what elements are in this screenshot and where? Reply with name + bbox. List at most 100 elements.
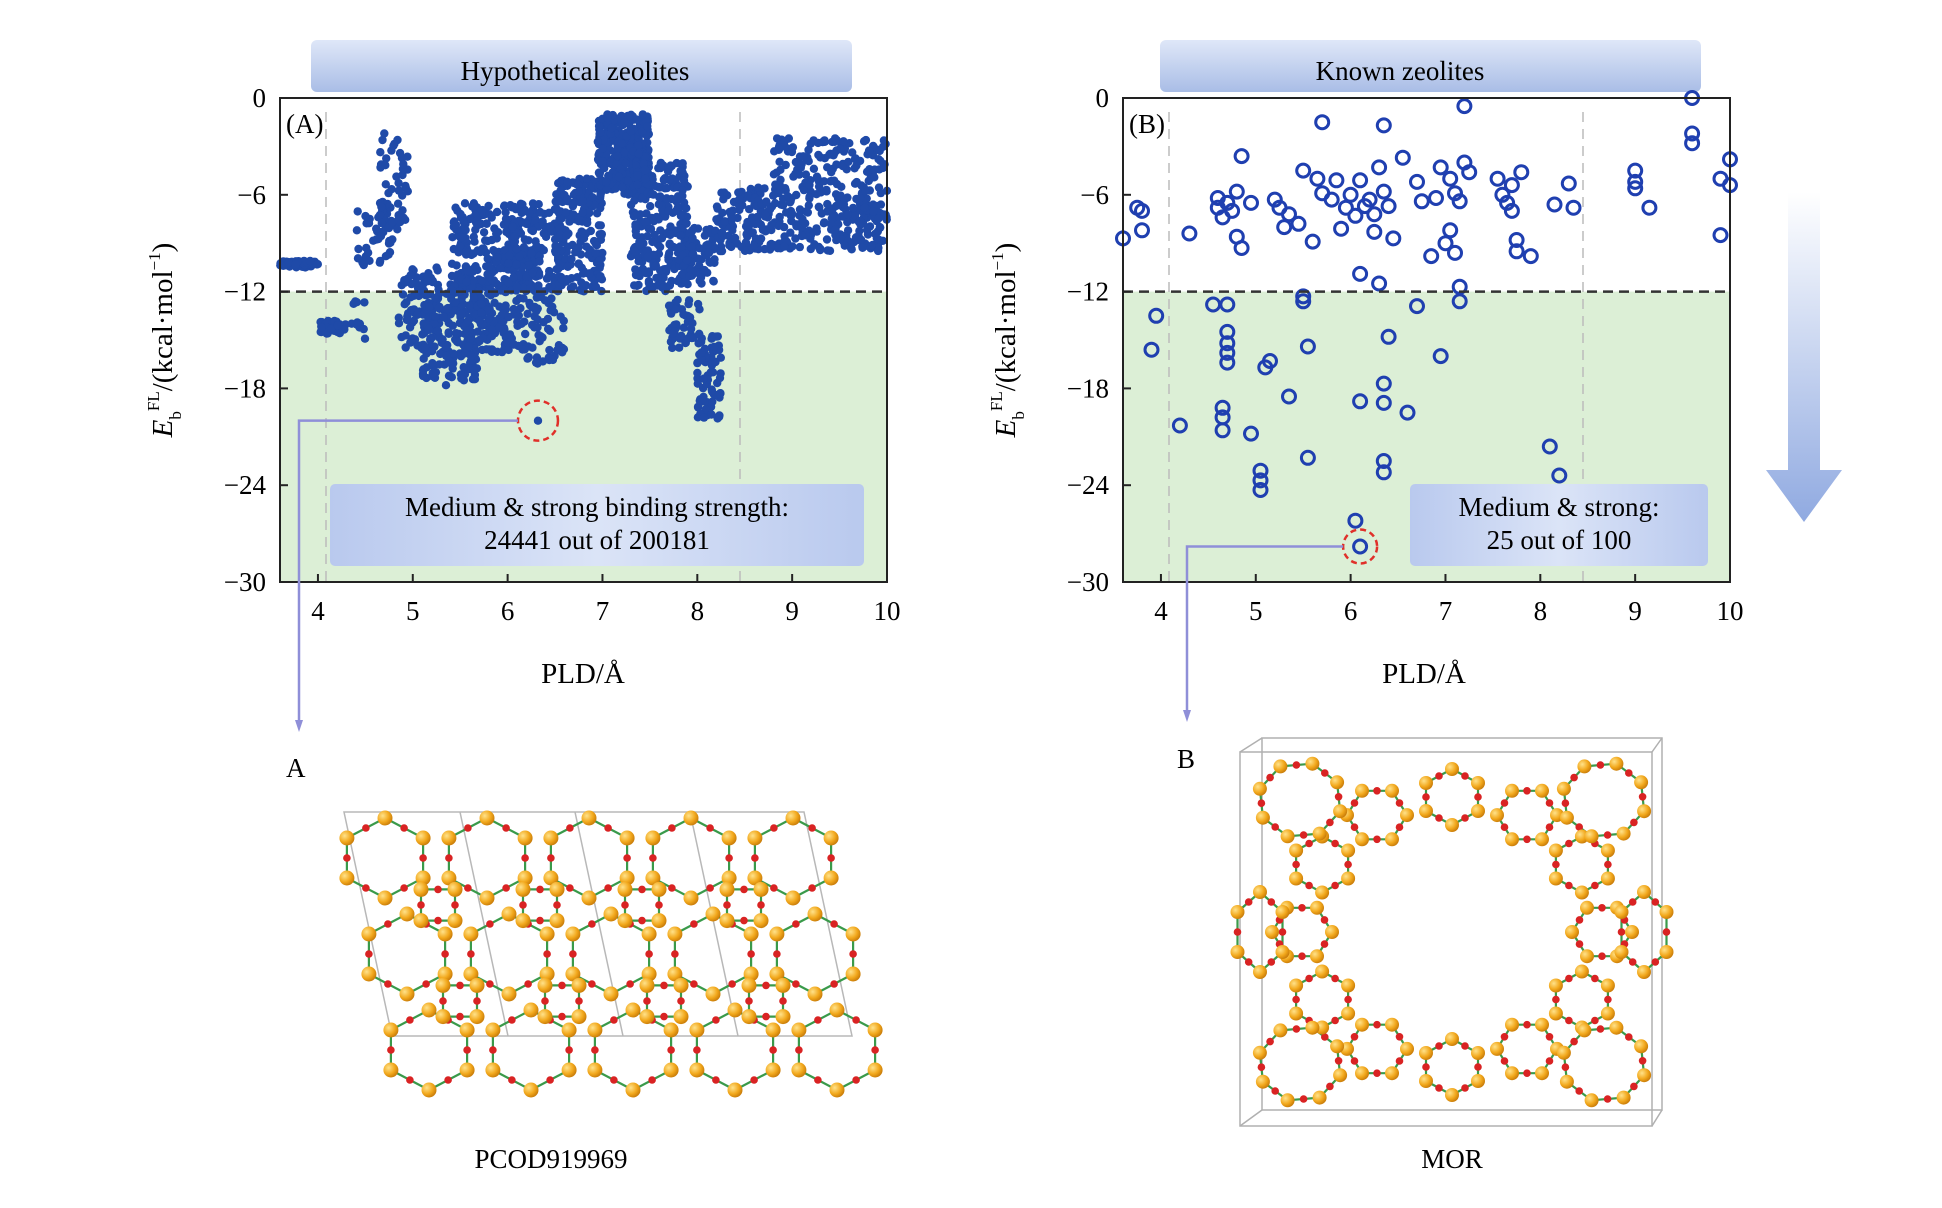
silicon-atom — [339, 830, 355, 846]
silicon-atom — [651, 881, 667, 897]
data-point — [563, 275, 573, 285]
data-point — [677, 243, 686, 253]
data-point — [532, 293, 541, 302]
data-point — [1323, 191, 1340, 208]
oxygen-atom — [1500, 799, 1509, 807]
data-point — [855, 226, 864, 236]
highlight-point — [1352, 538, 1369, 555]
data-point — [670, 320, 679, 330]
silicon-atom — [1310, 900, 1324, 915]
data-point — [657, 234, 667, 243]
data-point — [654, 200, 663, 209]
chart-b-annotation-box — [1410, 484, 1708, 566]
silicon-atom — [1305, 1020, 1320, 1035]
data-point — [376, 256, 385, 266]
oxygen-atom — [623, 854, 631, 862]
data-point — [492, 207, 502, 217]
oxygen-atom — [1523, 1020, 1531, 1029]
silicon-atom — [1625, 925, 1639, 939]
silicon-atom — [459, 1022, 475, 1038]
x-tick-label: 6 — [1344, 596, 1358, 626]
data-point — [457, 309, 466, 319]
data-point — [422, 290, 431, 300]
silicon-atom — [543, 830, 559, 846]
data-point — [508, 222, 517, 231]
silicon-atom — [705, 906, 721, 922]
data-point — [554, 242, 563, 252]
data-point — [804, 145, 813, 155]
chart-a-x-ticks: 4 5 6 7 8 9 10 — [311, 574, 901, 626]
silicon-atom — [441, 870, 457, 886]
data-point — [575, 214, 585, 224]
data-point — [596, 221, 605, 230]
data-point — [402, 315, 412, 325]
data-point — [493, 253, 502, 262]
data-point — [1541, 438, 1558, 455]
chart-b-points — [1115, 90, 1738, 555]
data-point — [1551, 467, 1568, 484]
silicon-atom — [437, 926, 453, 942]
data-point — [433, 326, 443, 336]
silicon-atom — [1273, 1023, 1288, 1038]
data-point — [477, 276, 487, 285]
data-point — [1432, 159, 1449, 176]
data-point — [1565, 199, 1582, 216]
data-point — [709, 276, 718, 286]
oxygen-atom — [365, 950, 373, 958]
silicon-atom — [1419, 1046, 1433, 1060]
silicon-atom — [1252, 1045, 1267, 1060]
oxygen-atom — [667, 1046, 675, 1054]
data-point — [1627, 180, 1644, 197]
oxygen-atom — [1628, 898, 1637, 906]
oxygen-atom — [712, 1016, 720, 1024]
data-point — [388, 235, 397, 244]
data-point — [687, 333, 697, 343]
oxygen-atom — [1331, 974, 1339, 983]
data-point — [624, 176, 633, 186]
silicon-atom — [619, 870, 635, 886]
oxygen-atom — [677, 997, 685, 1005]
data-point — [596, 272, 605, 281]
data-point — [644, 267, 654, 276]
data-point — [688, 249, 698, 259]
data-point — [603, 113, 612, 123]
data-point — [1380, 328, 1397, 345]
oxygen-atom — [792, 920, 800, 928]
oxygen-atom — [1561, 1063, 1570, 1071]
silicon-atom — [1315, 885, 1330, 900]
oxygen-atom — [690, 920, 698, 928]
oxygen-atom — [1350, 1057, 1359, 1065]
data-point — [1447, 185, 1463, 202]
silicon-atom — [1385, 1066, 1399, 1081]
data-point — [805, 192, 814, 202]
data-point — [855, 156, 865, 166]
oxygen-atom — [441, 950, 449, 958]
silicon-atom — [741, 1009, 757, 1025]
data-point — [870, 173, 879, 182]
oxygen-atom — [1561, 799, 1570, 807]
data-point — [419, 365, 428, 374]
data-point — [749, 241, 759, 250]
oxygen-atom — [1598, 952, 1606, 960]
y-tick-label: −12 — [224, 277, 266, 307]
data-point — [392, 172, 401, 181]
data-point — [1252, 462, 1269, 479]
data-point — [574, 180, 583, 189]
y-tick-label: −18 — [1067, 373, 1109, 403]
y-tick-label: −18 — [224, 373, 266, 403]
silicon-atom — [1614, 905, 1629, 919]
data-point — [1266, 191, 1283, 208]
data-point — [820, 136, 829, 145]
silicon-atom — [1280, 829, 1295, 844]
oxygen-atom — [1257, 799, 1266, 807]
silicon-atom — [603, 906, 619, 922]
oxygen-atom — [1570, 773, 1578, 782]
data-point — [444, 328, 453, 337]
data-point — [554, 207, 563, 216]
data-point — [585, 208, 594, 218]
oxygen-atom — [648, 1076, 656, 1084]
data-point — [447, 259, 457, 268]
data-point — [521, 329, 530, 339]
data-point — [496, 264, 505, 273]
oxygen-atom — [649, 854, 657, 862]
